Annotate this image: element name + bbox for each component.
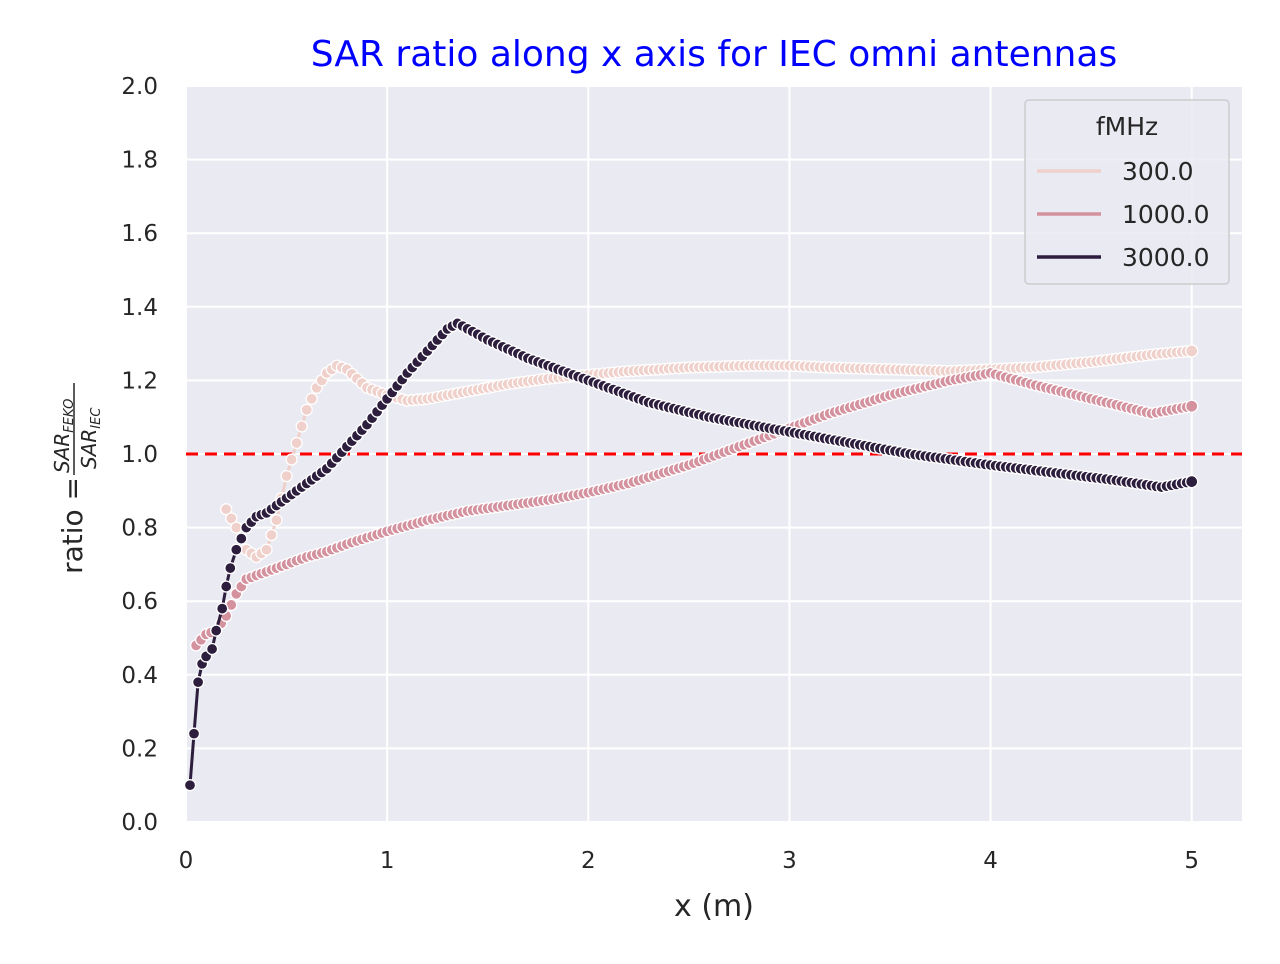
data-point <box>1185 344 1199 358</box>
data-point <box>220 580 233 593</box>
x-tick-label: 5 <box>1184 848 1199 874</box>
data-point <box>205 642 219 656</box>
y-tick-label: 0.2 <box>121 736 158 762</box>
legend-title: fMHz <box>1096 112 1158 141</box>
data-point <box>1185 474 1199 489</box>
grid-lines <box>185 85 1242 823</box>
data-point <box>216 602 229 615</box>
legend-entries: 300.0 1000.0 3000.0 <box>1037 157 1209 272</box>
y-tick-label: 1.2 <box>121 368 158 394</box>
chart-title: SAR ratio along x axis for IEC omni ante… <box>311 34 1117 75</box>
y-axis-label-numerator-group: SARFEKO <box>50 399 77 473</box>
x-tick-label: 3 <box>782 848 797 874</box>
y-tick-labels: 0.0 0.2 0.4 0.6 0.8 1.0 1.2 1.4 1.6 1.8 2.0 <box>121 74 158 836</box>
y-axis-label-denominator-group: SARIEC <box>77 407 104 469</box>
data-point <box>183 779 197 792</box>
data-point <box>225 512 238 525</box>
data-point <box>230 543 243 556</box>
data-point <box>305 392 318 405</box>
y-axis-label: ratio = SARFEKO SARIEC <box>50 383 104 574</box>
data-point <box>224 561 237 575</box>
data-point <box>220 503 233 516</box>
x-tick-label: 4 <box>983 848 998 874</box>
y-tick-label: 0.6 <box>121 589 158 615</box>
y-tick-label: 1.4 <box>121 295 158 321</box>
series-1000.0 <box>189 366 1199 652</box>
x-tick-labels: 0 1 2 3 4 5 <box>179 848 1199 874</box>
legend-box <box>1024 99 1230 285</box>
y-tick-label: 1.0 <box>121 442 158 468</box>
series-3000.0 <box>183 317 1199 792</box>
legend: fMHz 300.0 1000.0 3000.0 <box>1024 99 1230 285</box>
data-point <box>210 624 223 637</box>
data-point <box>290 436 303 450</box>
data-point <box>191 676 205 689</box>
legend-label: 300.0 <box>1122 157 1194 186</box>
y-tick-label: 0.8 <box>121 516 158 542</box>
y-axis-label-denominator-sub: IEC <box>89 407 104 429</box>
data-point <box>235 532 248 545</box>
y-tick-label: 0.0 <box>121 810 158 836</box>
y-axis-label-numerator: SAR <box>50 433 74 473</box>
y-axis-label-prefix: ratio = <box>56 477 89 574</box>
data-point <box>285 453 298 466</box>
y-tick-label: 1.6 <box>121 221 158 247</box>
data-point <box>187 727 201 740</box>
y-tick-label: 2.0 <box>121 74 158 100</box>
y-tick-label: 0.4 <box>121 663 158 689</box>
data-point <box>295 420 308 433</box>
data-point <box>1185 399 1199 413</box>
x-tick-label: 2 <box>581 848 596 874</box>
x-tick-label: 0 <box>179 848 194 874</box>
data-point <box>260 543 273 556</box>
x-tick-label: 1 <box>380 848 395 874</box>
y-tick-label: 1.8 <box>121 148 158 174</box>
data-point <box>265 528 278 542</box>
data-point <box>300 403 313 416</box>
data-point <box>270 514 283 527</box>
legend-label: 1000.0 <box>1122 200 1209 229</box>
x-axis-label: x (m) <box>674 889 754 924</box>
legend-label: 3000.0 <box>1122 243 1209 272</box>
y-axis-label-denominator: SAR <box>77 429 101 469</box>
series-group <box>183 317 1199 792</box>
data-point <box>280 469 293 483</box>
